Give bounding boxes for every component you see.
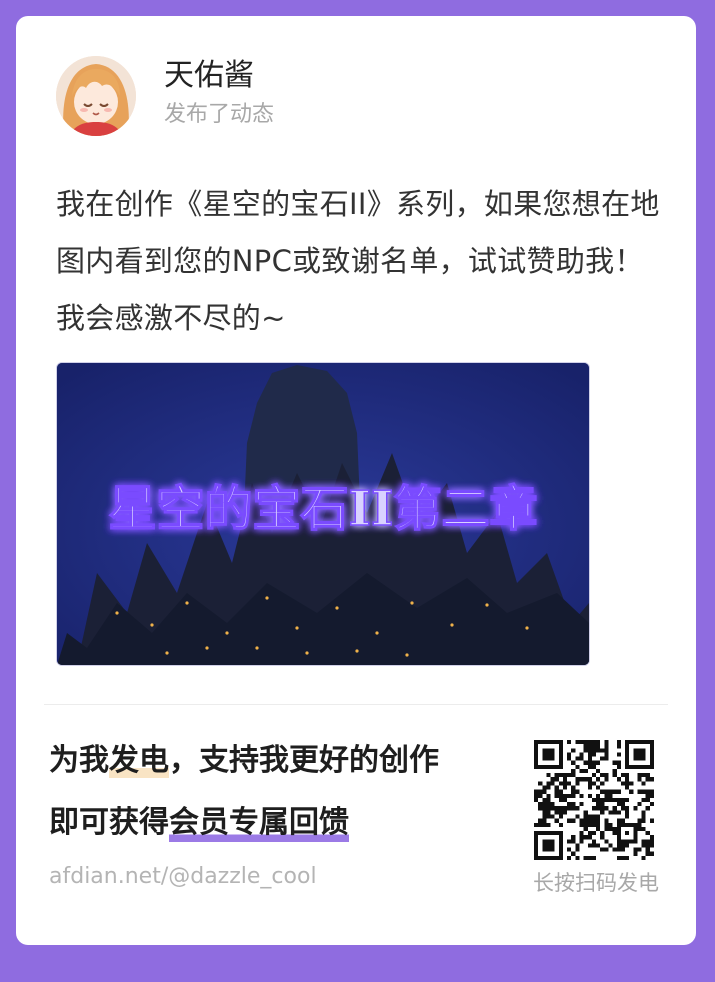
promo-line-1: 为我发电，支持我更好的创作 — [49, 740, 439, 782]
promo-highlight-member: 会员专属回馈 — [169, 805, 349, 842]
qr-code-icon[interactable] — [534, 740, 654, 860]
promo-line-1-start: 为我 — [49, 743, 109, 778]
post-card: 天佑酱 发布了动态 我在创作《星空的宝石II》系列，如果您想在地图内看到您的NP… — [16, 16, 696, 945]
image-title-text: 星空的宝石II第二章 — [109, 481, 538, 537]
avatar[interactable] — [56, 56, 136, 136]
promo-line-2: 即可获得会员专属回馈 — [49, 802, 349, 844]
promo-line-2-start: 即可获得 — [49, 805, 169, 840]
post-action: 发布了动态 — [164, 102, 275, 127]
post-image[interactable]: 星空的宝石II第二章 — [56, 362, 590, 666]
promo-highlight-fadian: 发电 — [109, 743, 169, 778]
promo-line-1-end: ，支持我更好的创作 — [169, 743, 439, 778]
profile-link[interactable]: afdian.net/@dazzle_cool — [49, 864, 317, 889]
author-name[interactable]: 天佑酱 — [164, 58, 254, 93]
post-text: 我在创作《星空的宝石II》系列，如果您想在地图内看到您的NPC或致谢名单，试试赞… — [56, 187, 660, 335]
qr-caption: 长按扫码发电 — [533, 871, 659, 895]
divider — [44, 704, 668, 705]
